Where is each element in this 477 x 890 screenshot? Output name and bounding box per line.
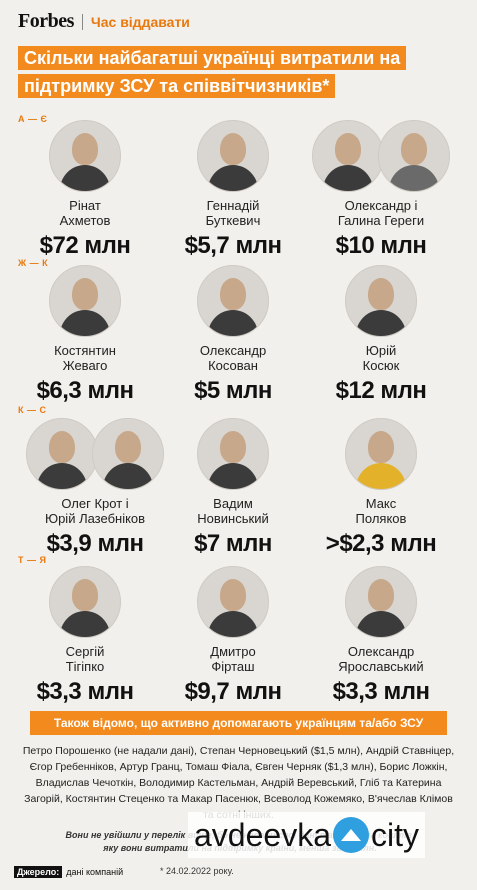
brand-header: Forbes Час віддавати (18, 10, 190, 33)
portrait-photo (345, 265, 417, 337)
person-card: Олександр Косован $5 млн (158, 265, 308, 405)
portrait-photo (92, 418, 164, 490)
person-name: Олександр і Галина Гереги (337, 198, 425, 228)
portrait-photo (197, 566, 269, 638)
group-label-3: К — С (18, 405, 47, 415)
person-name: Геннадій Буткевич (205, 198, 261, 228)
portrait-photo (378, 120, 450, 192)
donation-amount: $6,3 млн (36, 377, 134, 404)
person-card: Сергій Тігіпко $3,3 млн (10, 566, 160, 706)
portrait-photo (26, 418, 98, 490)
source-label: Джерело: (14, 866, 63, 878)
donation-amount: $7 млн (194, 530, 272, 557)
donation-amount: $72 млн (39, 232, 131, 259)
portrait-photo (197, 265, 269, 337)
person-name: Олександр Ярославський (338, 644, 424, 674)
watermark-right: city (370, 816, 419, 853)
person-card: Олег Крот і Юрій Лазебніков $3,9 млн (20, 418, 170, 558)
portrait-photo (345, 566, 417, 638)
divider (81, 13, 83, 30)
person-name: Сергій Тігіпко (65, 644, 105, 674)
donation-amount: >$2,3 млн (325, 530, 437, 557)
portrait-photo (197, 120, 269, 192)
portrait-photo (197, 418, 269, 490)
person-card: Костянтин Жеваго $6,3 млн (10, 265, 160, 405)
date-footnote: * 24.02.2022 року. (160, 866, 234, 876)
person-name: Рінат Ахметов (59, 198, 111, 228)
person-name: Олександр Косован (199, 343, 267, 373)
donation-amount: $3,9 млн (46, 530, 144, 557)
person-card: Вадим Новинський $7 млн (158, 418, 308, 558)
donation-amount: $9,7 млн (184, 678, 282, 705)
donation-amount: $12 млн (335, 377, 427, 404)
source-text: дані компаній (66, 867, 124, 877)
portrait-photo (49, 566, 121, 638)
source-line: Джерело: дані компаній (14, 866, 123, 878)
forbes-logo: Forbes (18, 10, 74, 32)
person-name: Макс Поляков (355, 496, 407, 526)
group-label-1: А — Є (18, 114, 48, 124)
mountain-logo-icon (332, 817, 369, 853)
person-name: Дмитро Фірташ (210, 644, 256, 674)
portrait-photo (312, 120, 384, 192)
donation-amount: $5 млн (194, 377, 272, 404)
person-name: Юрій Косюк (362, 343, 400, 373)
person-name: Костянтин Жеваго (54, 343, 116, 373)
person-card: Олександр Ярославський $3,3 млн (306, 566, 456, 706)
person-name: Олег Крот і Юрій Лазебніков (44, 496, 146, 526)
portrait-photo (49, 265, 121, 337)
watermark-left: avdeevka (194, 816, 331, 853)
person-card: Дмитро Фірташ $9,7 млн (158, 566, 308, 706)
portrait-photo (345, 418, 417, 490)
donation-amount: $10 млн (335, 232, 427, 259)
watermark: avdeevka city (188, 812, 425, 858)
donation-amount: $3,3 млн (332, 678, 430, 705)
donation-amount: $5,7 млн (184, 232, 282, 259)
person-card: Геннадій Буткевич $5,7 млн (158, 120, 308, 260)
person-card: Юрій Косюк $12 млн (306, 265, 456, 405)
portrait-photo (49, 120, 121, 192)
donation-amount: $3,3 млн (36, 678, 134, 705)
also-heading: Також відомо, що активно допомагають укр… (30, 711, 447, 735)
group-label-4: Т — Я (18, 555, 47, 565)
person-name: Вадим Новинський (197, 496, 269, 526)
person-card: Макс Поляков >$2,3 млн (306, 418, 456, 558)
person-card: Рінат Ахметов $72 млн (10, 120, 160, 260)
also-list: Петро Порошенко (не надали дані), Степан… (22, 745, 455, 821)
page-title: Скільки найбагатші українці витратили на… (18, 44, 438, 100)
group-label-2: Ж — К (18, 258, 49, 268)
section-name: Час віддавати (90, 13, 190, 30)
person-card: Олександр і Галина Гереги $10 млн (306, 120, 456, 260)
